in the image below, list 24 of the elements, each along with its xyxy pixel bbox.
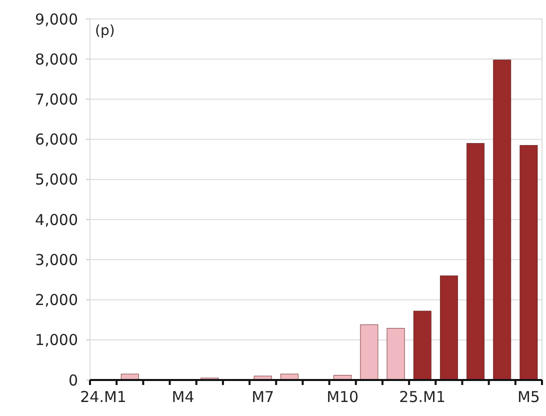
x-tick-label: M10 <box>326 388 359 406</box>
y-tick-label: 1,000 <box>35 331 78 350</box>
y-tick-label: 9,000 <box>35 10 78 28</box>
bar <box>466 143 485 380</box>
y-tick-label: 7,000 <box>35 90 78 108</box>
y-tick-label: 4,000 <box>35 210 78 229</box>
y-tick-label: 0 <box>68 371 78 390</box>
bar <box>386 328 405 380</box>
x-tick-label: 25.M1 <box>399 388 446 406</box>
bar <box>440 276 458 380</box>
y-tick-label: 2,000 <box>35 291 78 310</box>
x-tick-label: M7 <box>252 388 274 406</box>
y-axis-title: (p) <box>95 23 115 39</box>
bar <box>413 310 432 380</box>
bar <box>360 324 378 380</box>
y-tick-label: 3,000 <box>35 250 78 269</box>
x-tick-label: 24.M1 <box>80 388 126 406</box>
bar <box>520 145 538 380</box>
x-tick-label: M4 <box>172 388 194 406</box>
x-tick-label: M5 <box>517 388 540 406</box>
y-tick-label: 6,000 <box>35 130 78 149</box>
y-tick-label: 8,000 <box>35 50 78 68</box>
bar <box>493 60 512 380</box>
y-tick-label: 5,000 <box>35 170 78 189</box>
